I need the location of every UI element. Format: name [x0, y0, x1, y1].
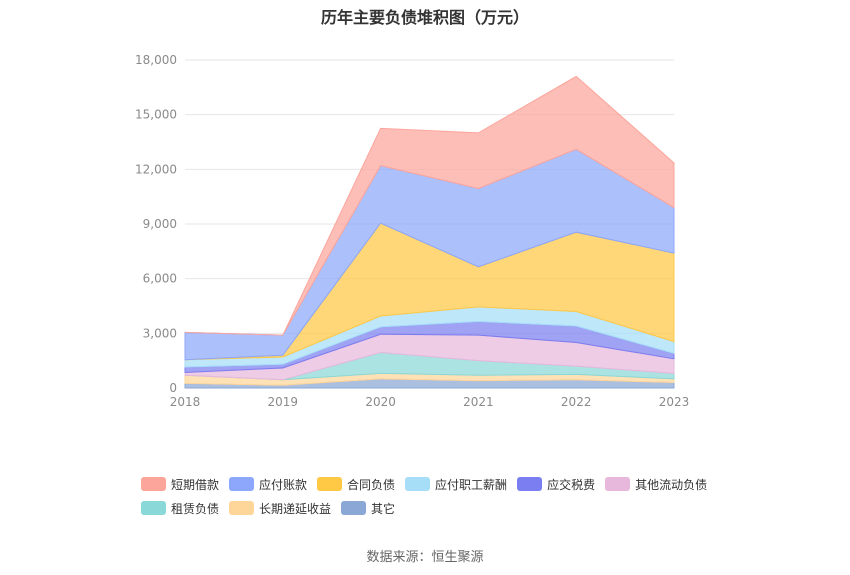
legend-item[interactable]: 短期借款 — [141, 476, 219, 493]
y-tick-label: 0 — [169, 381, 177, 395]
legend-label: 应交税费 — [547, 477, 596, 492]
legend-swatch — [141, 477, 166, 491]
legend-label: 短期借款 — [171, 477, 220, 492]
legend-swatch — [517, 477, 543, 491]
legend-item[interactable]: 长期递延收益 — [229, 500, 331, 517]
legend-item[interactable]: 其他流动负债 — [605, 476, 707, 493]
x-tick-label: 2018 — [170, 395, 201, 409]
legend-swatch — [605, 477, 631, 491]
data-source: 数据来源：恒生聚源 — [366, 550, 484, 565]
legend-item[interactable]: 应付职工薪酬 — [405, 476, 507, 493]
legend-label: 应付职工薪酬 — [435, 477, 508, 492]
y-tick-label: 18,000 — [135, 53, 177, 67]
chart-legend: 短期借款 应付账款 合同负债 应付职工薪酬 应交税费 其他流动负债 租赁负债 长期递延收益 其… — [141, 472, 741, 520]
legend-swatch — [141, 501, 166, 515]
y-tick-label: 6,000 — [143, 272, 177, 286]
x-tick-label: 2021 — [463, 395, 494, 409]
legend-swatch — [229, 501, 255, 515]
y-tick-label: 9,000 — [143, 217, 177, 231]
legend-row: 租赁负债 长期递延收益 其它 — [141, 496, 741, 520]
legend-label: 长期递延收益 — [259, 501, 332, 516]
legend-label: 其它 — [371, 501, 396, 516]
legend-label: 租赁负债 — [171, 501, 220, 516]
area-series — [184, 75, 675, 336]
legend-swatch — [341, 501, 367, 515]
legend-item[interactable]: 合同负债 — [317, 476, 395, 493]
legend-swatch — [317, 477, 343, 491]
legend-label: 合同负债 — [347, 477, 396, 492]
legend-swatch — [405, 477, 431, 491]
legend-label: 应付账款 — [259, 477, 308, 492]
y-tick-label: 3,000 — [143, 326, 177, 340]
stacked-area-chart: 0 3,000 6,000 9,000 12,000 15,000 18,000 2018 20… — [135, 53, 690, 409]
x-tick-label: 2019 — [268, 395, 299, 409]
legend-item[interactable]: 其它 — [341, 500, 395, 517]
x-tick-label: 2022 — [561, 395, 592, 409]
x-tick-label: 2020 — [365, 395, 396, 409]
y-tick-label: 12,000 — [135, 162, 177, 176]
legend-swatch — [229, 477, 255, 491]
legend-row: 短期借款 应付账款 合同负债 应付职工薪酬 应交税费 其他流动负债 — [141, 472, 741, 496]
legend-label: 其他流动负债 — [635, 477, 708, 492]
y-tick-label: 15,000 — [135, 108, 177, 122]
legend-item[interactable]: 应付账款 — [229, 476, 307, 493]
x-tick-label: 2023 — [659, 395, 690, 409]
legend-item[interactable]: 应交税费 — [517, 476, 595, 493]
chart-title: 历年主要负债堆积图（万元） — [320, 8, 529, 27]
legend-item[interactable]: 租赁负债 — [141, 500, 219, 517]
